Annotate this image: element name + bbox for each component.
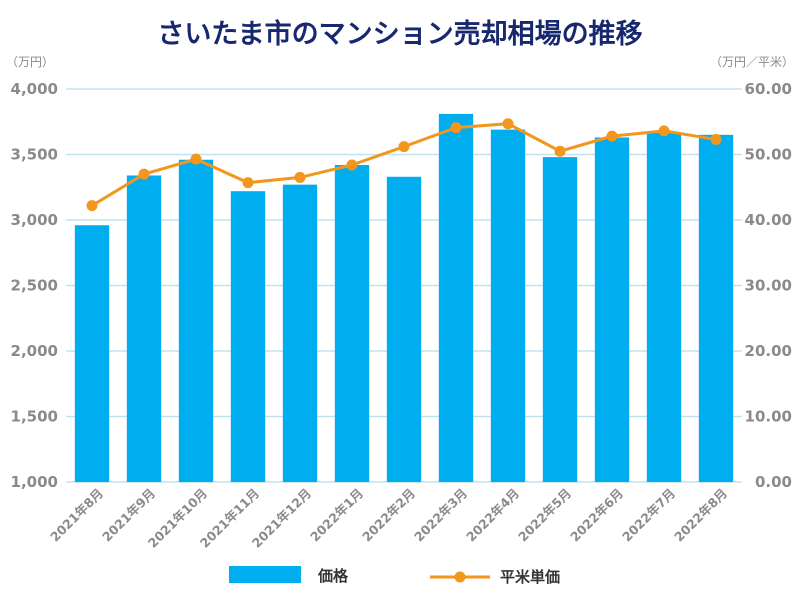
line-point (450, 122, 462, 134)
line-point (710, 133, 722, 145)
legend-bar-label: 価格 (317, 567, 349, 585)
y-left-unit-label: （万円） (6, 55, 54, 69)
bar (438, 113, 474, 482)
x-tick-label: 2022年4月 (463, 486, 522, 545)
y-right-tick-label: 10.00 (745, 408, 792, 426)
line-point (554, 145, 566, 157)
bar (542, 157, 578, 482)
line-series (86, 118, 722, 212)
x-tick-label: 2022年1月 (307, 486, 366, 545)
line-point (294, 171, 306, 183)
y-right-ticks: 0.00 10.00 20.00 30.00 40.00 50.00 60.00 (745, 80, 792, 491)
bar (594, 137, 630, 482)
y-right-tick-label: 60.00 (745, 80, 792, 98)
line-point (242, 177, 254, 189)
chart-title: さいたま市のマンション売却相場の推移 (157, 19, 643, 50)
y-left-tick-label: 2,000 (11, 342, 58, 360)
line-point (190, 153, 202, 165)
bar (74, 225, 110, 483)
line-point (86, 200, 98, 212)
bar (282, 184, 318, 482)
line-point (606, 130, 618, 142)
bar-series (74, 113, 734, 483)
bar (646, 132, 682, 483)
x-tick-label: 2022年7月 (619, 486, 678, 545)
y-left-ticks: 1,000 1,500 2,000 2,500 3,000 3,500 4,000 (11, 80, 58, 491)
y-right-tick-label: 50.00 (745, 146, 792, 164)
bar (126, 175, 162, 482)
line-point (138, 168, 150, 180)
y-right-tick-label: 40.00 (745, 211, 792, 229)
bar (230, 191, 266, 482)
x-tick-label: 2022年3月 (411, 486, 470, 545)
line-point (502, 118, 514, 130)
bar (386, 176, 422, 482)
y-left-tick-label: 2,500 (11, 277, 58, 295)
y-left-tick-label: 3,500 (11, 146, 58, 164)
line-point (658, 125, 670, 137)
legend-line-marker (454, 571, 466, 583)
x-tick-label: 2022年5月 (515, 486, 574, 545)
legend-line-label: 平米単価 (500, 568, 560, 586)
bar (178, 159, 214, 483)
y-left-tick-label: 3,000 (11, 211, 58, 229)
line-point (398, 141, 410, 153)
y-left-tick-label: 1,000 (11, 473, 58, 491)
legend: 価格 平米単価 (229, 566, 560, 586)
bar (698, 134, 734, 482)
y-left-tick-label: 1,500 (11, 408, 58, 426)
x-tick-label: 2022年2月 (359, 486, 418, 545)
bar (490, 129, 526, 483)
y-right-tick-label: 30.00 (745, 277, 792, 295)
y-right-tick-label: 20.00 (745, 342, 792, 360)
x-tick-label: 2021年8月 (47, 486, 106, 545)
x-tick-label: 2022年6月 (567, 486, 626, 545)
bar (334, 164, 370, 483)
y-right-tick-label: 0.00 (755, 473, 792, 491)
x-tick-label: 2022年8月 (671, 486, 730, 545)
legend-bar-swatch (229, 566, 301, 583)
y-right-unit-label: （万円／平米） (710, 55, 794, 69)
line-point (346, 159, 358, 171)
y-left-tick-label: 4,000 (11, 80, 58, 98)
x-ticks: 2021年8月2021年9月2021年10月2021年11月2021年12月20… (47, 486, 730, 551)
